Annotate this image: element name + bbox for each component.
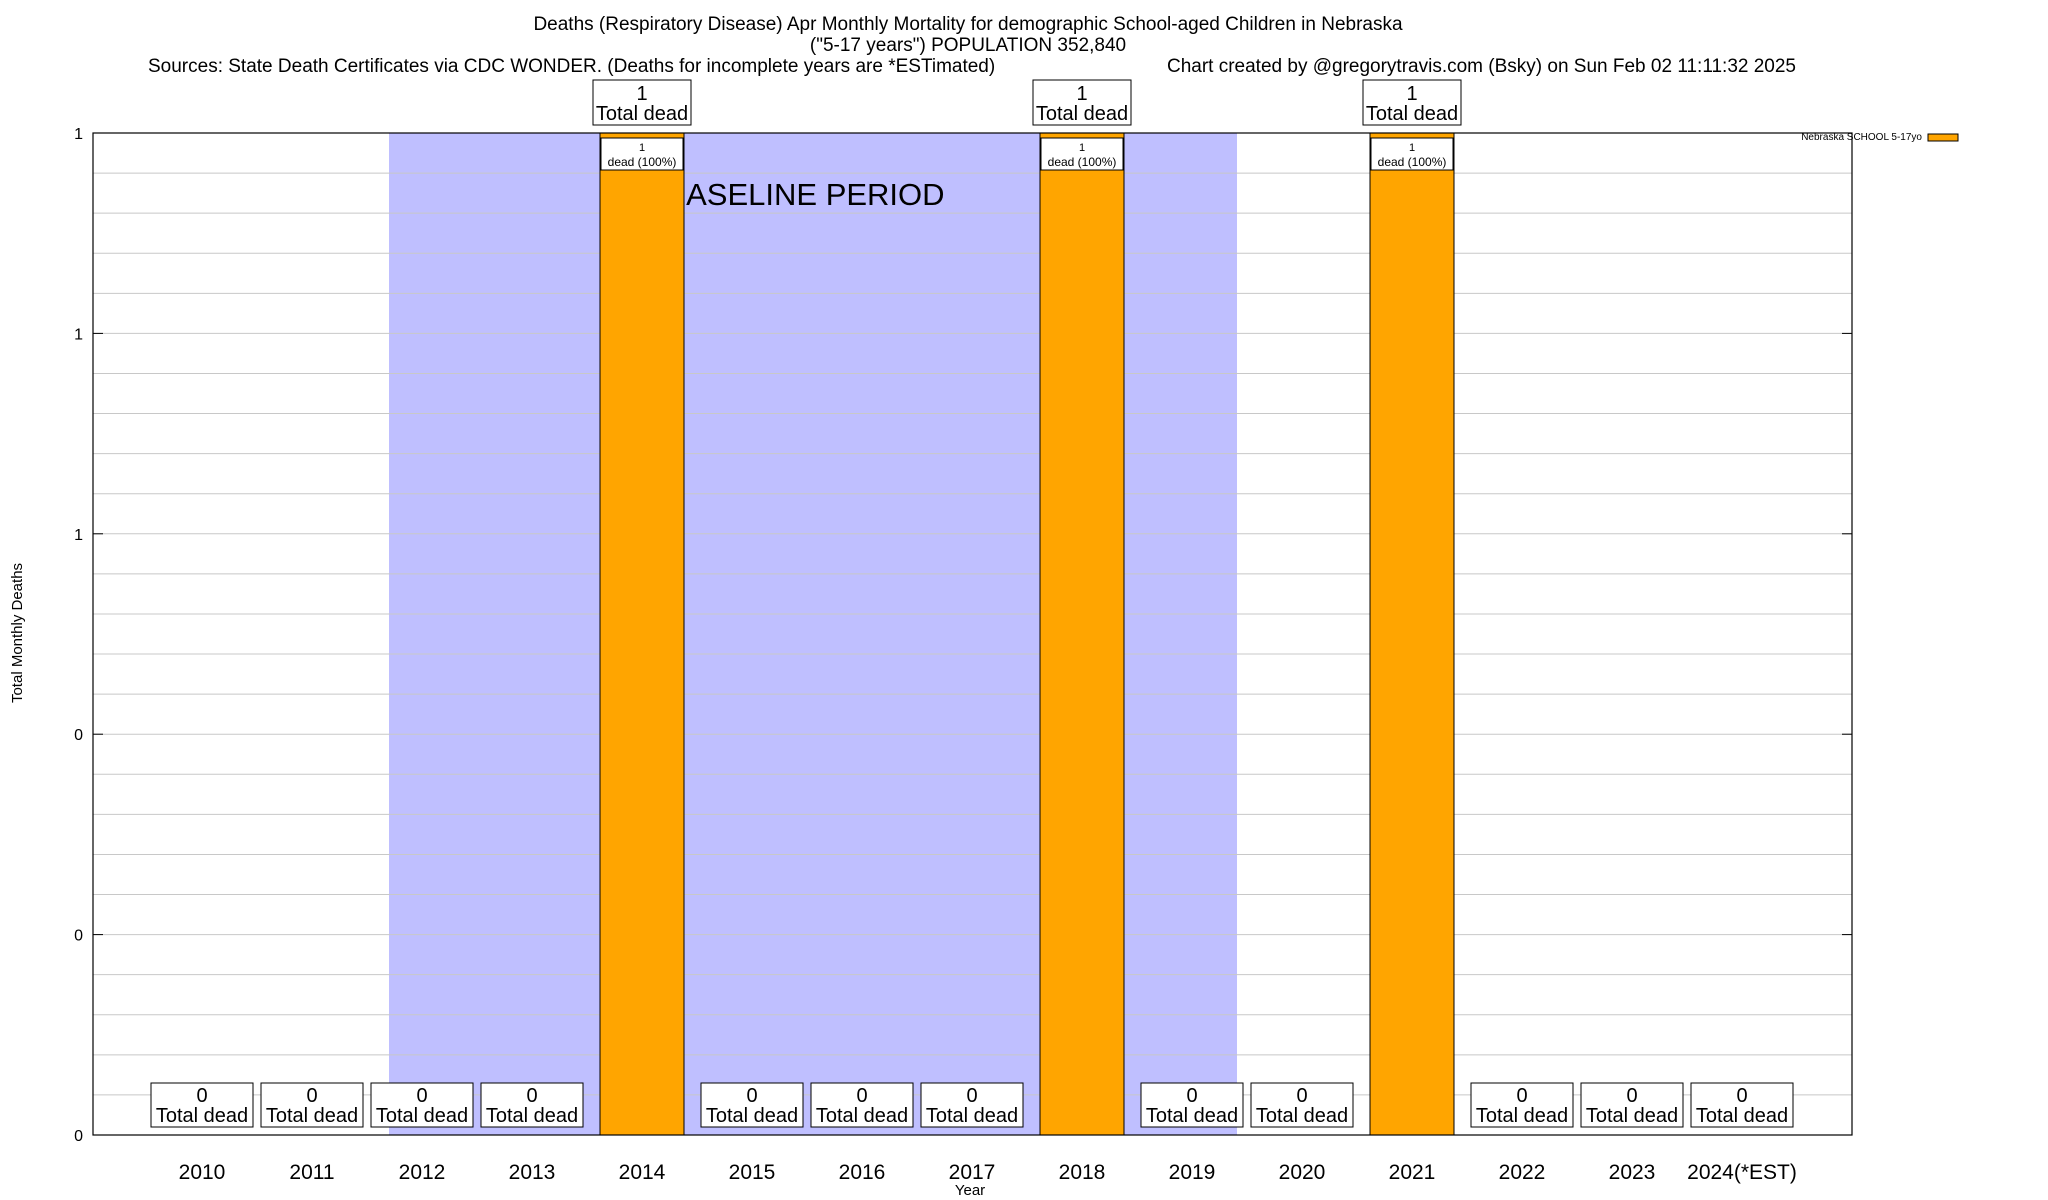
y-tick-label: 1 xyxy=(74,126,83,143)
x-tick-label: 2012 xyxy=(399,1161,446,1184)
x-tick-label: 2024(*EST) xyxy=(1687,1161,1797,1184)
x-tick-label: 2019 xyxy=(1169,1161,1216,1184)
total-dead-label: Total dead xyxy=(926,1105,1018,1127)
total-dead-value: 1 xyxy=(1076,83,1087,105)
bar-label-value: 1 xyxy=(1079,142,1085,154)
total-dead-label: Total dead xyxy=(376,1105,468,1127)
total-dead-box xyxy=(150,1082,254,1128)
chart-sources: Sources: State Death Certificates via CD… xyxy=(148,56,995,77)
total-dead-box xyxy=(260,1082,364,1128)
total-dead-label: Total dead xyxy=(1696,1105,1788,1127)
x-tick-label: 2018 xyxy=(1059,1161,1106,1184)
bar-2021 xyxy=(1369,132,1455,1136)
total-dead-label: Total dead xyxy=(486,1105,578,1127)
total-dead-box xyxy=(700,1082,804,1128)
total-dead-box xyxy=(370,1082,474,1128)
total-dead-label: Total dead xyxy=(1366,103,1458,125)
total-dead-label: Total dead xyxy=(156,1105,248,1127)
y-tick-label: 0 xyxy=(74,928,83,945)
total-dead-label: Total dead xyxy=(706,1105,798,1127)
bar-label-text: dead (100%) xyxy=(1048,155,1117,169)
chart-subtitle: ("5-17 years") POPULATION 352,840 xyxy=(810,35,1126,56)
total-dead-box xyxy=(480,1082,584,1128)
bar-label-text: dead (100%) xyxy=(608,155,677,169)
total-dead-value: 0 xyxy=(1296,1085,1307,1107)
total-dead-label: Total dead xyxy=(1586,1105,1678,1127)
total-dead-box xyxy=(1032,79,1132,126)
bar-label-box xyxy=(1040,137,1124,171)
total-dead-label: Total dead xyxy=(1476,1105,1568,1127)
plot-border xyxy=(92,132,1853,1136)
x-tick-label: 2013 xyxy=(509,1161,556,1184)
total-dead-value: 0 xyxy=(856,1085,867,1107)
x-tick-label: 2020 xyxy=(1279,1161,1326,1184)
total-dead-label: Total dead xyxy=(1036,103,1128,125)
legend-swatch xyxy=(1927,133,1959,142)
bar-2014 xyxy=(599,132,685,1136)
total-dead-box xyxy=(810,1082,914,1128)
total-dead-value: 0 xyxy=(966,1085,977,1107)
total-dead-value: 0 xyxy=(746,1085,757,1107)
bar-label-box xyxy=(600,137,684,171)
bar-label-value: 1 xyxy=(1409,142,1415,154)
total-dead-box xyxy=(1580,1082,1684,1128)
total-dead-value: 1 xyxy=(636,83,647,105)
x-tick-label: 2015 xyxy=(729,1161,776,1184)
x-tick-label: 2021 xyxy=(1389,1161,1436,1184)
bar-label-text: dead (100%) xyxy=(1378,155,1447,169)
total-dead-label: Total dead xyxy=(266,1105,358,1127)
total-dead-box xyxy=(592,79,692,126)
y-tick-label: 1 xyxy=(74,326,83,343)
total-dead-value: 0 xyxy=(306,1085,317,1107)
total-dead-value: 0 xyxy=(1516,1085,1527,1107)
total-dead-box xyxy=(1140,1082,1244,1128)
total-dead-value: 0 xyxy=(526,1085,537,1107)
x-tick-label: 2023 xyxy=(1609,1161,1656,1184)
bar-label-box xyxy=(1370,137,1454,171)
total-dead-value: 0 xyxy=(416,1085,427,1107)
x-tick-label: 2016 xyxy=(839,1161,886,1184)
x-tick-label: 2017 xyxy=(949,1161,996,1184)
baseline-period-label: BASELINE PERIOD xyxy=(665,177,944,212)
total-dead-value: 1 xyxy=(1406,83,1417,105)
bar-2018 xyxy=(1039,132,1125,1136)
y-axis-label: Total Monthly Deaths xyxy=(9,563,26,703)
total-dead-label: Total dead xyxy=(596,103,688,125)
total-dead-box xyxy=(1250,1082,1354,1128)
total-dead-label: Total dead xyxy=(1256,1105,1348,1127)
total-dead-value: 0 xyxy=(196,1085,207,1107)
total-dead-value: 0 xyxy=(1626,1085,1637,1107)
y-tick-label: 0 xyxy=(74,727,83,744)
total-dead-label: Total dead xyxy=(816,1105,908,1127)
total-dead-box xyxy=(1470,1082,1574,1128)
total-dead-value: 0 xyxy=(1736,1085,1747,1107)
total-dead-value: 0 xyxy=(1186,1085,1197,1107)
y-tick-label: 1 xyxy=(74,527,83,544)
y-tick-label: 0 xyxy=(74,1128,83,1145)
x-tick-label: 2010 xyxy=(179,1161,226,1184)
x-tick-label: 2014 xyxy=(619,1161,666,1184)
total-dead-box xyxy=(1362,79,1462,126)
legend-label: Nebraska SCHOOL 5-17yo xyxy=(1801,132,1922,143)
total-dead-box xyxy=(1690,1082,1794,1128)
x-axis-label: Year xyxy=(955,1182,985,1199)
chart-credit: Chart created by @gregorytravis.com (Bsk… xyxy=(1167,56,1796,77)
total-dead-box xyxy=(920,1082,1024,1128)
total-dead-label: Total dead xyxy=(1146,1105,1238,1127)
bar-label-value: 1 xyxy=(639,142,645,154)
x-tick-label: 2011 xyxy=(289,1161,334,1184)
x-tick-label: 2022 xyxy=(1499,1161,1546,1184)
chart-title: Deaths (Respiratory Disease) Apr Monthly… xyxy=(533,14,1403,35)
